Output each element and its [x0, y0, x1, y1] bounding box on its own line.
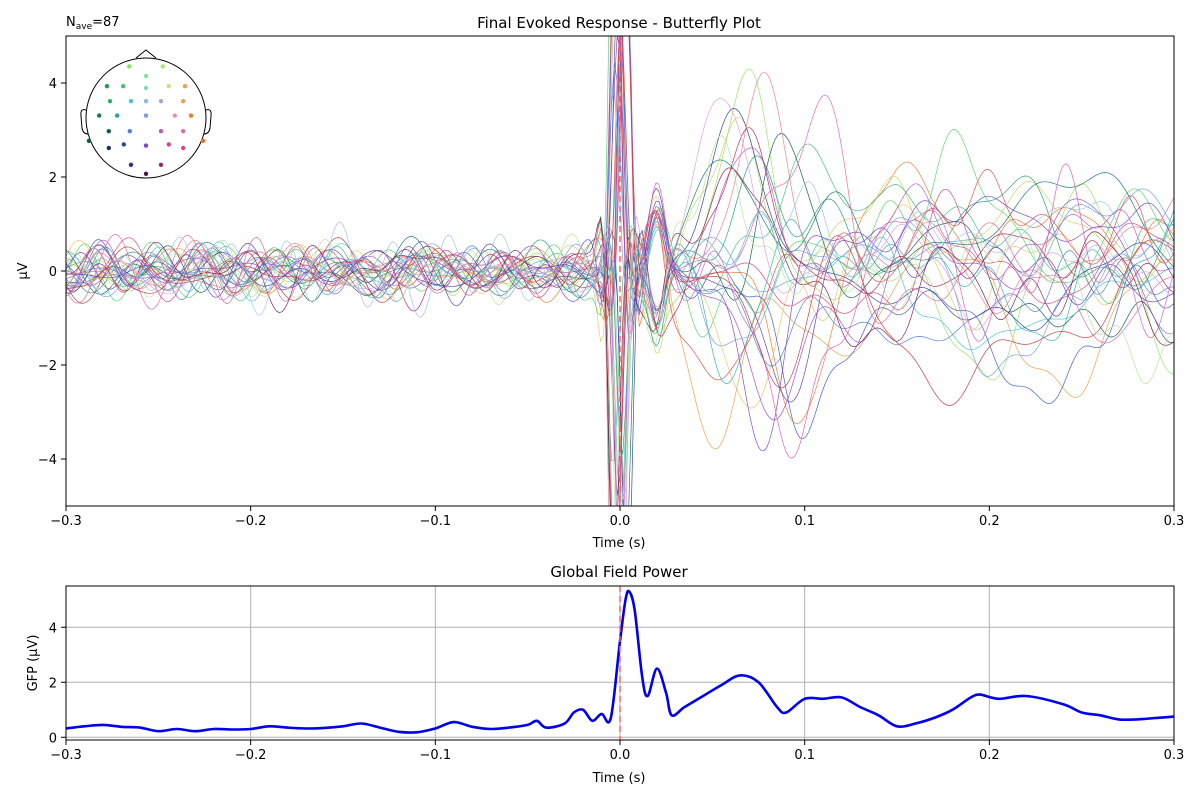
butterfly-channel-trace	[66, 127, 1174, 496]
topomap-sensor-dot	[115, 113, 120, 118]
butterfly-x-tick-label: 0.3	[1164, 514, 1185, 529]
left-ear-outline	[80, 109, 89, 135]
butterfly-title: Final Evoked Response - Butterfly Plot	[477, 14, 761, 32]
topomap-sensor-dot	[160, 64, 165, 69]
topomap-sensor-dot	[107, 99, 113, 104]
butterfly-x-tick-label: −0.1	[420, 514, 452, 529]
gfp-y-label: GFP (µV)	[26, 635, 41, 692]
topomap-sensor-dot	[127, 64, 132, 69]
butterfly-x-ticks: −0.3 −0.2 −0.1 0.0 0.1 0.2 0.3	[50, 506, 1184, 529]
butterfly-channel-trace	[66, 36, 1174, 381]
butterfly-channel-trace	[66, 36, 1174, 409]
topomap-sensor-dot	[181, 99, 186, 104]
right-ear-outline	[203, 109, 212, 135]
gfp-x-tick-label: 0.2	[979, 748, 1000, 763]
topomap-sensor-dot	[181, 145, 186, 151]
topomap-sensor-dot	[128, 162, 134, 167]
butterfly-x-tick-label: 0.1	[794, 514, 815, 529]
butterfly-y-tick-label: −4	[38, 453, 57, 468]
topomap-sensor-dot	[127, 129, 132, 134]
gfp-title: Global Field Power	[550, 563, 688, 581]
topomap-sensor-dot	[143, 113, 149, 118]
butterfly-channel-trace	[66, 94, 1174, 506]
topomap-sensor-dot	[143, 99, 149, 104]
butterfly-channel-trace	[66, 97, 1174, 506]
topomap-sensor-dot	[86, 138, 92, 143]
butterfly-channel-trace	[66, 36, 1174, 406]
butterfly-channel-trace	[66, 36, 1174, 440]
butterfly-channel-trace	[66, 143, 1174, 462]
gfp-x-ticks: −0.3 −0.2 −0.1 0.0 0.1 0.2 0.3	[50, 740, 1184, 763]
butterfly-x-tick-label: 0.0	[610, 514, 631, 529]
butterfly-channel-trace	[66, 90, 1174, 377]
topomap-sensor-dot	[121, 142, 127, 147]
butterfly-y-tick-label: 0	[49, 265, 57, 280]
gfp-y-tick-label: 0	[49, 731, 57, 746]
gfp-plot: Global Field Power −0.3 −0.2 −0.1 0.0 0.1 0.2…	[26, 563, 1184, 786]
topomap-sensor-dot	[158, 162, 164, 167]
gfp-x-tick-label: 0.3	[1164, 748, 1185, 763]
nose-outline	[135, 49, 157, 59]
head-outline	[85, 57, 207, 179]
topomap-sensor-dot	[200, 138, 206, 143]
butterfly-channel-trace	[66, 36, 1174, 459]
topomap-sensor-dot	[128, 99, 134, 104]
topomap-sensor-dot	[104, 84, 110, 89]
topomap-sensor-dot	[158, 99, 164, 104]
butterfly-x-label: Time (s)	[592, 536, 646, 551]
topomap-sensor-dot	[182, 84, 188, 89]
butterfly-traces	[66, 36, 1174, 506]
sensor-topomap	[80, 49, 212, 179]
butterfly-x-tick-label: −0.2	[235, 514, 267, 529]
butterfly-y-tick-label: −2	[38, 359, 57, 374]
gfp-y-ticks: 0 2 4	[49, 621, 66, 746]
butterfly-channel-trace	[66, 71, 1174, 506]
topomap-sensor-dot	[143, 85, 149, 91]
topomap-sensor-dot	[158, 129, 164, 134]
topomap-sensors	[86, 64, 206, 176]
gfp-x-tick-label: −0.1	[420, 748, 452, 763]
gfp-x-tick-label: 0.1	[794, 748, 815, 763]
topomap-sensor-dot	[106, 129, 112, 134]
topomap-sensor-dot	[143, 171, 149, 176]
gfp-x-tick-label: −0.3	[50, 748, 82, 763]
butterfly-x-tick-label: 0.2	[979, 514, 1000, 529]
nave-annotation: Nave=87	[66, 15, 120, 32]
gfp-y-tick-label: 4	[49, 621, 57, 636]
topomap-sensor-dot	[143, 143, 149, 148]
gfp-x-tick-label: 0.0	[610, 748, 631, 763]
butterfly-channel-trace	[66, 135, 1174, 506]
topomap-sensor-dot	[172, 113, 177, 118]
gfp-series-line	[66, 589, 1174, 734]
butterfly-channel-trace	[66, 181, 1174, 500]
butterfly-y-tick-label: 2	[49, 171, 57, 186]
butterfly-channel-trace	[66, 36, 1174, 421]
topomap-sensor-dot	[188, 113, 194, 118]
topomap-sensor-dot	[166, 84, 171, 89]
butterfly-channel-trace	[66, 36, 1174, 450]
butterfly-y-label: µV	[16, 262, 31, 279]
butterfly-plot: Final Evoked Response - Butterfly Plot N…	[16, 14, 1184, 551]
topomap-sensor-dot	[97, 113, 102, 118]
topomap-sensor-dot	[143, 73, 149, 79]
butterfly-channel-trace	[66, 210, 1174, 506]
butterfly-x-tick-label: −0.3	[50, 514, 82, 529]
butterfly-channel-trace	[66, 147, 1174, 506]
gfp-x-label: Time (s)	[592, 771, 646, 786]
topomap-sensor-dot	[181, 129, 186, 134]
butterfly-y-ticks: −4 −2 0 2 4	[38, 77, 66, 468]
gfp-y-tick-label: 2	[49, 676, 57, 691]
topomap-sensor-dot	[166, 142, 171, 147]
topomap-sensor-dot	[121, 84, 126, 89]
topomap-sensor-dot	[106, 145, 112, 151]
gfp-x-tick-label: −0.2	[235, 748, 267, 763]
butterfly-y-tick-label: 4	[49, 77, 57, 92]
